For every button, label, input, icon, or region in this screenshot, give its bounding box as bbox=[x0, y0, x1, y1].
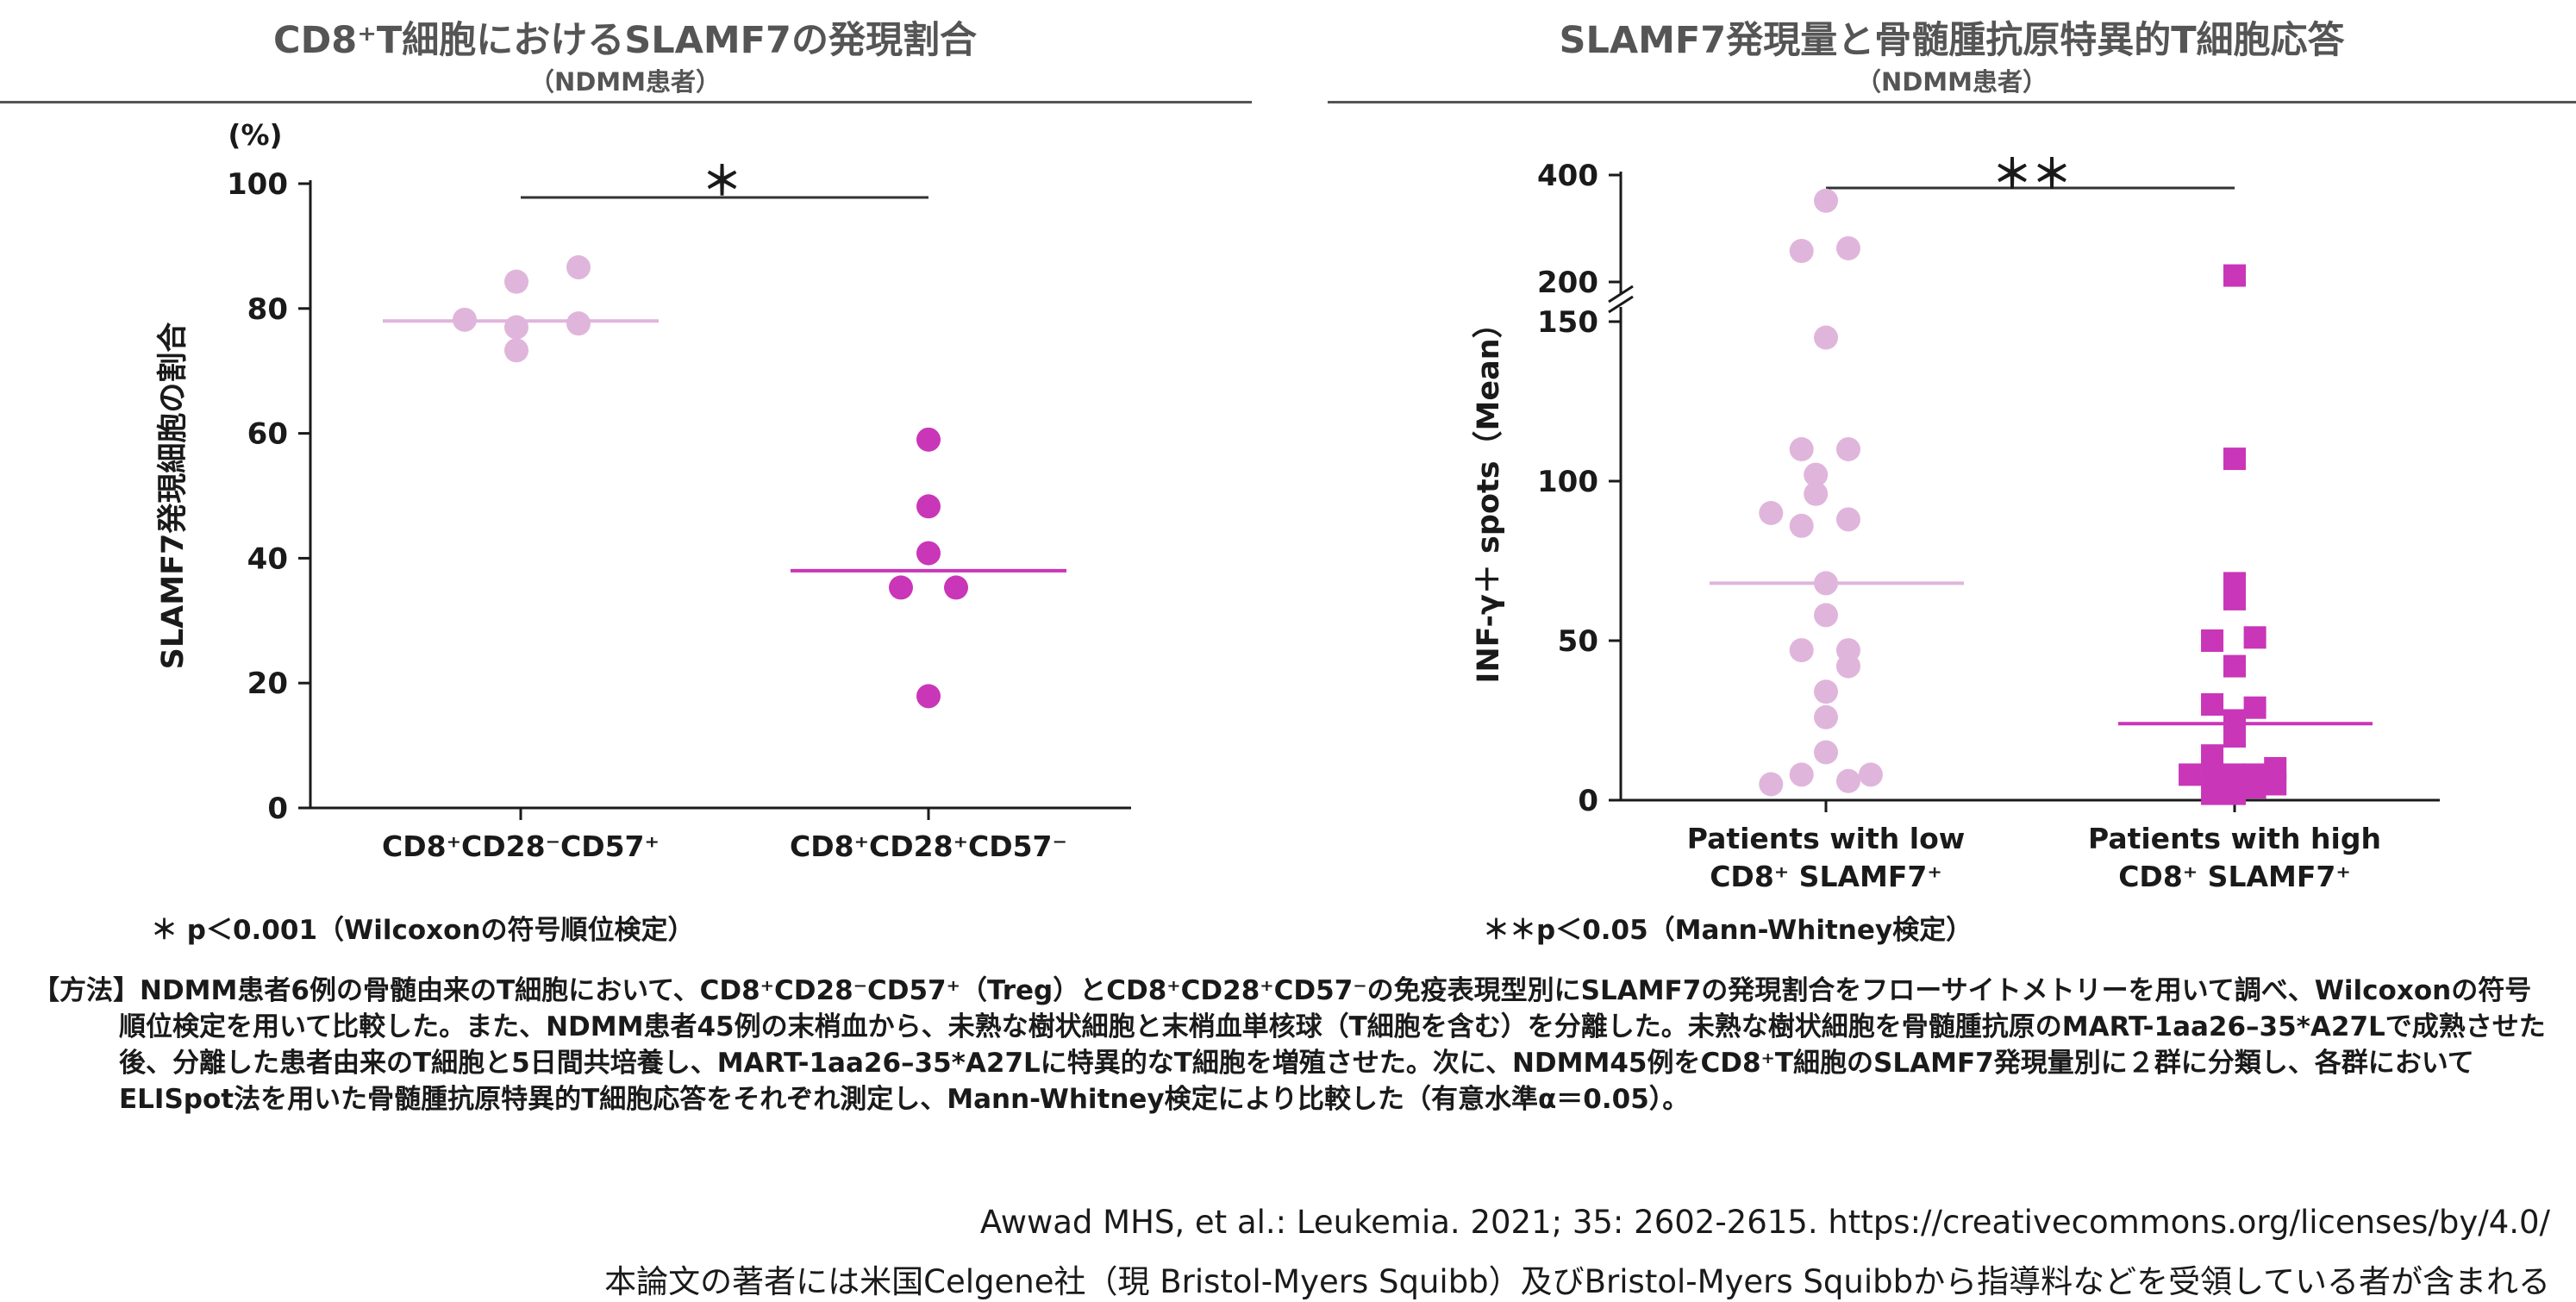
right-data-point bbox=[2243, 696, 2267, 719]
left-title-rule bbox=[0, 101, 1252, 103]
left-data-point bbox=[566, 255, 591, 280]
right-y-tick-label: 400 bbox=[1537, 159, 1598, 193]
left-data-point bbox=[944, 575, 968, 600]
left-data-point bbox=[889, 575, 913, 600]
right-data-point bbox=[1789, 437, 1814, 461]
right-chart-title: SLAMF7発現量と骨髄腫抗原特異的T細胞応答 bbox=[1559, 19, 2345, 62]
right-data-point bbox=[1858, 762, 1883, 787]
left-data-point bbox=[916, 427, 941, 452]
right-x-tick-label: CD8⁺ SLAMF7⁺ bbox=[2118, 860, 2351, 893]
right-axis-break-mark bbox=[1608, 285, 1634, 304]
left-data-point bbox=[916, 684, 941, 709]
left-y-tick-label: 100 bbox=[227, 167, 288, 202]
right-data-point bbox=[2201, 629, 2224, 652]
left-y-tick-label: 60 bbox=[247, 417, 288, 452]
right-data-point bbox=[1804, 481, 1829, 506]
right-x-tick-label: Patients with low bbox=[1687, 822, 1965, 855]
right-y-tick-label: 200 bbox=[1537, 266, 1598, 300]
right-data-point bbox=[2223, 782, 2246, 805]
right-data-point bbox=[2223, 587, 2246, 610]
left-y-tick-label: 0 bbox=[267, 792, 288, 826]
left-y-tick-label: 80 bbox=[247, 292, 288, 327]
left-footnote: ＊ p＜0.001（Wilcoxonの符号順位検定） bbox=[151, 915, 695, 946]
right-data-point bbox=[1789, 513, 1814, 538]
left-data-point bbox=[453, 307, 477, 332]
left-data-point bbox=[916, 541, 941, 566]
right-data-point bbox=[2201, 693, 2224, 716]
right-data-point bbox=[2201, 763, 2224, 786]
right-data-point bbox=[1835, 437, 1860, 461]
right-data-point bbox=[1835, 768, 1860, 793]
right-data-point bbox=[1789, 638, 1814, 663]
right-data-point bbox=[2243, 626, 2267, 649]
right-data-point bbox=[1759, 501, 1784, 525]
left-y-unit: (%) bbox=[228, 118, 282, 152]
right-data-point bbox=[1814, 325, 1838, 350]
right-data-point bbox=[1789, 762, 1814, 787]
right-data-point bbox=[2264, 773, 2287, 796]
left-data-point bbox=[566, 311, 591, 336]
left-data-point bbox=[916, 494, 941, 519]
right-y-tick-label: 50 bbox=[1558, 624, 1598, 659]
right-data-point bbox=[1814, 679, 1838, 704]
right-data-point bbox=[2201, 744, 2224, 767]
right-data-point bbox=[1835, 654, 1860, 679]
left-x-tick-label: CD8⁺CD28⁺CD57⁻ bbox=[790, 829, 1067, 863]
right-data-point bbox=[1814, 571, 1838, 596]
right-y-tick-label: 150 bbox=[1537, 305, 1598, 340]
right-y-axis-label: INF-γ＋ spots（Mean） bbox=[1472, 308, 1506, 683]
left-x-tick-label: CD8⁺CD28⁻CD57⁺ bbox=[382, 829, 660, 863]
right-data-point bbox=[1814, 603, 1838, 628]
methods-label: 【方法】 bbox=[33, 975, 140, 1006]
right-data-point bbox=[1835, 507, 1860, 532]
right-footnote: ＊＊p＜0.05（Mann-Whitney検定） bbox=[1483, 915, 1973, 946]
citation: Awwad MHS, et al.: Leukemia. 2021; 35: 2… bbox=[979, 1204, 2550, 1241]
right-y-tick-label: 0 bbox=[1578, 784, 1598, 818]
right-data-point bbox=[1804, 462, 1829, 487]
left-y-tick-label: 40 bbox=[247, 541, 288, 576]
right-data-point bbox=[1835, 235, 1860, 260]
right-data-point bbox=[2223, 654, 2246, 678]
right-y-tick-label: 100 bbox=[1537, 465, 1598, 499]
right-data-point bbox=[1814, 704, 1838, 729]
left-chart-subtitle: （NDMM患者） bbox=[528, 67, 722, 97]
disclosure: 本論文の著者には米国Celgene社（現 Bristol-Myers Squib… bbox=[604, 1263, 2550, 1300]
right-data-point bbox=[2179, 763, 2202, 786]
right-data-point bbox=[1789, 239, 1814, 264]
right-axis-break-mark bbox=[1608, 295, 1634, 314]
left-y-tick-label: 20 bbox=[247, 667, 288, 701]
left-data-point bbox=[504, 338, 528, 363]
right-chart-subtitle: （NDMM患者） bbox=[1855, 67, 2048, 97]
right-x-tick-label: CD8⁺ SLAMF7⁺ bbox=[1710, 860, 1942, 893]
left-chart-title: CD8⁺T細胞におけるSLAMF7の発現割合 bbox=[273, 19, 977, 62]
left-data-point bbox=[504, 315, 528, 340]
methods-text: NDMM患者6例の骨髄由来のT細胞において、CD8⁺CD28⁻CD57⁺（Tre… bbox=[119, 975, 2546, 1115]
right-data-point bbox=[1759, 772, 1784, 797]
right-data-point bbox=[1814, 740, 1838, 765]
left-y-axis-label: SLAMF7発現細胞の割合 bbox=[156, 322, 191, 670]
right-data-point bbox=[2223, 264, 2246, 287]
left-data-point bbox=[504, 269, 528, 294]
right-data-point bbox=[2223, 763, 2246, 786]
right-data-point bbox=[2223, 725, 2246, 748]
right-data-point bbox=[2223, 448, 2246, 471]
right-data-point bbox=[2201, 782, 2224, 805]
right-title-rule bbox=[1328, 101, 2576, 103]
right-significance-label: ＊＊ bbox=[1992, 151, 2072, 197]
right-x-tick-label: Patients with high bbox=[2088, 822, 2381, 855]
charts-canvas: 0 20 40 60 80 100 (%) SLAMF7発現細胞の割合 CD8⁺CD28⁻CD5… bbox=[156, 118, 2440, 893]
right-data-point bbox=[1814, 188, 1838, 213]
methods-paragraph: 【方法】NDMM患者6例の骨髄由来のT細胞において、CD8⁺CD28⁻CD57⁺… bbox=[33, 973, 2550, 1117]
right-data-point bbox=[2243, 776, 2267, 799]
left-significance-label: ＊ bbox=[703, 158, 742, 204]
